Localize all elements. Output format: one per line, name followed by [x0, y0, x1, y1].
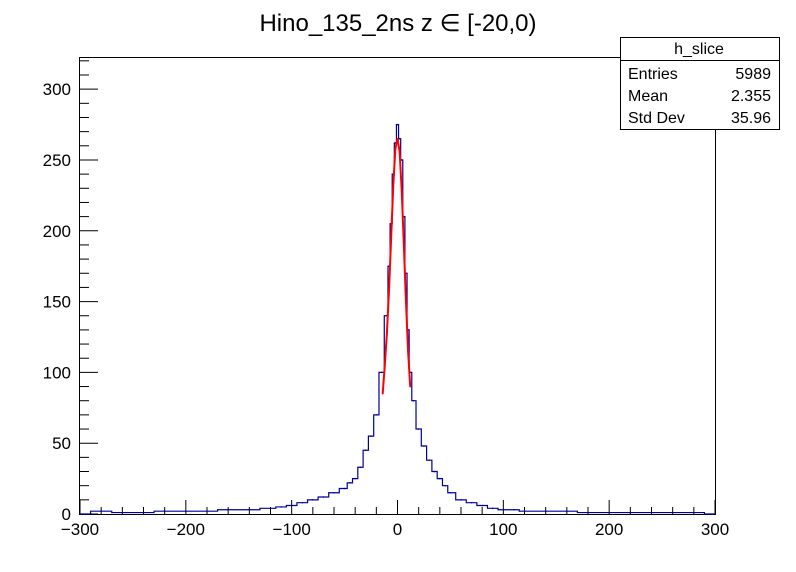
histogram-bin-point — [491, 507, 494, 510]
histogram-bin-point — [312, 499, 314, 501]
histogram-bin-point — [587, 511, 589, 514]
histogram-bin-point — [100, 510, 102, 512]
x-tick-label: −200 — [167, 520, 205, 539]
histogram-series-line — [80, 123, 715, 515]
histogram-bin-point — [290, 504, 293, 507]
histogram-bin-point — [359, 466, 362, 469]
stats-box-title: h_slice — [674, 41, 724, 58]
fit-curve-point — [396, 137, 399, 140]
histogram-bin-point — [206, 510, 208, 512]
histogram-bin-point — [423, 445, 425, 447]
fit-curve-point — [390, 236, 393, 239]
histogram-bin-point — [375, 414, 378, 416]
y-tick-label: 50 — [52, 434, 71, 453]
histogram-bin-point — [544, 510, 547, 512]
fit-curve-point — [407, 350, 409, 353]
x-tick-label: 0 — [393, 520, 402, 539]
histogram-bin-point — [322, 496, 325, 498]
stats-mean-value: 2.355 — [731, 88, 771, 105]
histogram-bin-point — [513, 508, 515, 511]
histogram-bin-point — [650, 511, 653, 514]
histogram-bin-point — [370, 435, 372, 437]
histogram-bin-point — [433, 470, 436, 473]
y-tick-label: 250 — [43, 151, 71, 170]
histogram-bin-point — [629, 511, 632, 514]
fit-curve-point — [383, 364, 386, 367]
histogram-bin-point — [412, 399, 415, 402]
histogram-bin-point — [523, 510, 526, 512]
y-tick-label: 150 — [43, 293, 71, 312]
series-layer — [79, 123, 716, 515]
histogram-bin-point — [185, 510, 187, 512]
fit-curve-point — [409, 385, 412, 388]
histogram-bin-point — [396, 123, 399, 126]
x-tick-label: 300 — [701, 520, 729, 539]
y-tick-label: 200 — [43, 222, 71, 241]
histogram-bin-point — [142, 511, 145, 514]
fit-curve-point — [381, 392, 384, 395]
histogram-bin-point — [301, 501, 304, 504]
histogram-bin-point — [470, 501, 473, 504]
x-tick-label: −300 — [61, 520, 99, 539]
histogram-bin-point — [671, 511, 674, 514]
histogram-bin-point — [343, 487, 346, 490]
histogram-bin-point — [481, 504, 483, 507]
histogram-bin-point — [333, 491, 335, 494]
stats-mean-label: Mean — [628, 88, 668, 105]
x-tick-label: 200 — [595, 520, 623, 539]
histogram-bin-point — [714, 513, 716, 515]
histogram-bin-point — [400, 159, 403, 161]
x-tick-label: 100 — [489, 520, 517, 539]
y-tick-label: 300 — [43, 80, 71, 99]
histogram-bin-point — [248, 508, 251, 511]
stats-entries-label: Entries — [628, 66, 678, 83]
histogram-bin-point — [227, 508, 229, 511]
histogram-bin-point — [693, 511, 695, 514]
plot-frame — [79, 57, 716, 515]
fit-curve-point — [405, 300, 407, 303]
histogram-bin-point — [121, 511, 124, 514]
histogram-bin-point — [269, 507, 272, 510]
fit-curve-point — [392, 184, 395, 187]
histogram-bin-point — [417, 428, 420, 430]
fit-curve-point — [402, 244, 405, 246]
fit-curve-point — [398, 150, 401, 153]
histogram-bin-point — [398, 137, 401, 140]
histogram-bin-point — [502, 508, 505, 511]
x-tick-label: −100 — [273, 520, 311, 539]
y-tick-label: 100 — [43, 363, 71, 382]
histogram-bin-point — [428, 459, 431, 461]
histogram-bin-point — [449, 491, 452, 494]
histogram-bin-point — [79, 513, 81, 515]
histogram-bin-point — [444, 484, 446, 487]
stats-box: h_slice Entries 5989 Mean 2.355 Std Dev … — [620, 37, 780, 130]
histogram-bin-point — [608, 511, 610, 514]
histogram-bin-point — [460, 499, 462, 501]
fit-curve-line — [381, 138, 412, 394]
histogram-bin-point — [280, 506, 282, 508]
stats-box-frame — [620, 37, 780, 130]
histogram-bin-point — [349, 482, 351, 484]
y-tick-label: 0 — [62, 505, 71, 524]
stats-stddev-value: 35.96 — [731, 110, 771, 127]
chart-title: Hino_135_2ns z ∈ [-20,0) — [259, 10, 536, 37]
histogram-bin-point — [163, 510, 166, 512]
histogram-bin-point — [364, 449, 367, 452]
fit-curve-point — [394, 147, 397, 150]
histogram-bin-point — [439, 477, 441, 480]
fit-curve-point — [386, 331, 388, 334]
histogram-bin-point — [354, 477, 356, 480]
histogram-bin-point — [566, 510, 568, 512]
fit-curve-point — [388, 289, 390, 292]
fit-curve-point — [400, 190, 403, 193]
histogram-bin-point — [380, 371, 383, 374]
stats-stddev-label: Std Dev — [628, 110, 685, 127]
stats-entries-value: 5989 — [735, 66, 771, 83]
